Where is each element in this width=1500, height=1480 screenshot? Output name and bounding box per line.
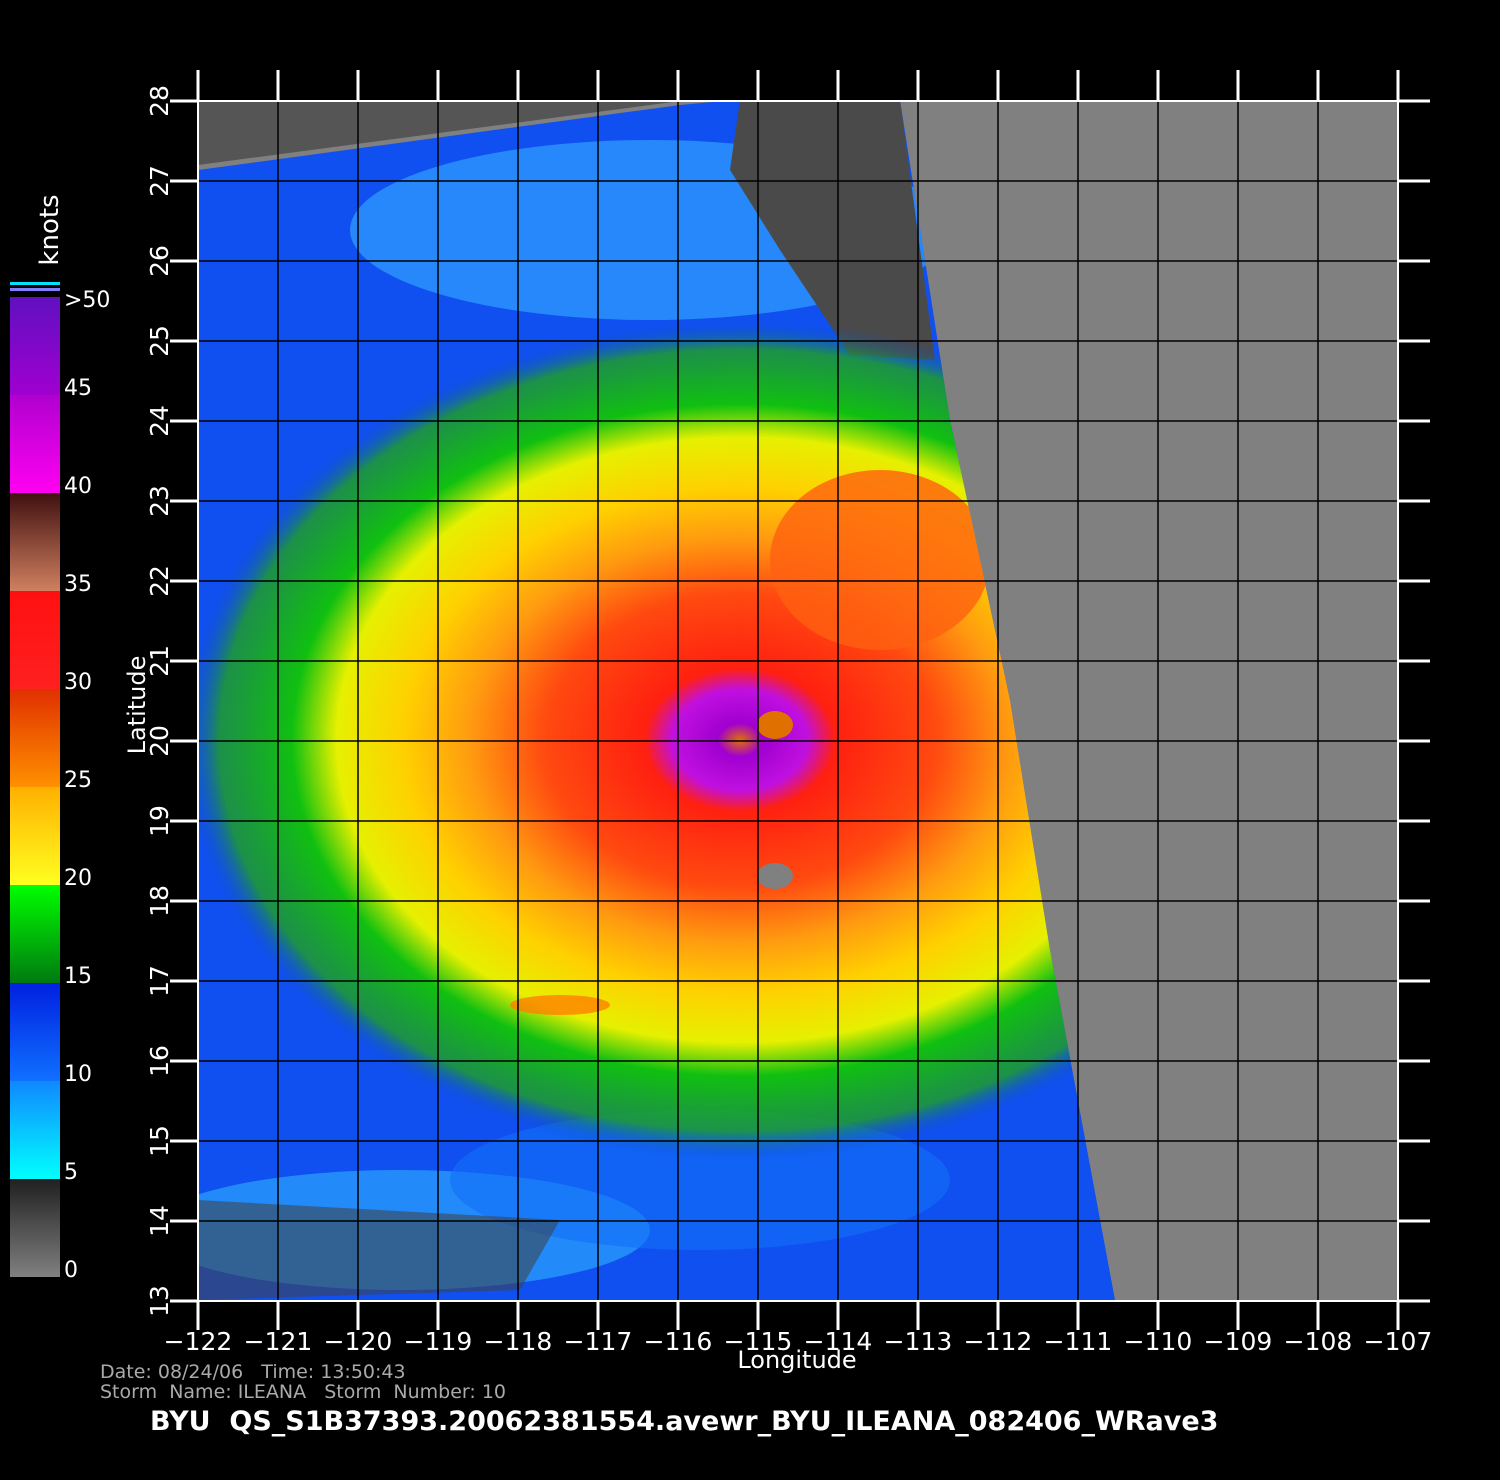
storm-line: Storm Name: ILEANA Storm Number: 10 xyxy=(100,1381,506,1403)
x-tick-label: −115 xyxy=(724,1327,793,1356)
x-tick-label: −107 xyxy=(1364,1327,1433,1356)
no-data xyxy=(198,101,680,165)
x-tick-label: −111 xyxy=(1044,1327,1113,1356)
x-tick-label: −113 xyxy=(884,1327,953,1356)
x-tick-label: −110 xyxy=(1124,1327,1193,1356)
colorbar-cap xyxy=(10,282,60,285)
colorbar: 0 5 10 15 20 25 30 35 40 45 >50 xyxy=(10,282,110,1283)
y-tick-label: 26 xyxy=(145,245,174,277)
colorbar-segment xyxy=(10,395,60,493)
colorbar-label: 20 xyxy=(64,866,92,891)
colorbar-label: 25 xyxy=(64,768,92,793)
colorbar-label: 45 xyxy=(64,376,92,401)
x-tick-label: −108 xyxy=(1284,1327,1353,1356)
x-tick-label: −120 xyxy=(324,1327,393,1356)
y-axis-label: Latitude xyxy=(123,656,151,755)
x-tick-label: −121 xyxy=(244,1327,313,1356)
colorbar-label: 5 xyxy=(64,1160,78,1185)
colorbar-label: 40 xyxy=(64,474,92,499)
colorbar-segment xyxy=(10,1081,60,1179)
x-tick-label: −117 xyxy=(564,1327,633,1356)
colorbar-label: 15 xyxy=(64,964,92,989)
x-axis-label: Longitude xyxy=(737,1346,856,1374)
colorbar-segment xyxy=(10,787,60,885)
colorbar-segment xyxy=(10,983,60,1081)
colorbar-cap xyxy=(10,288,60,291)
x-tick-label: −118 xyxy=(484,1327,553,1356)
y-tick-label: 27 xyxy=(145,165,174,197)
y-tick-label: 22 xyxy=(145,565,174,597)
swath xyxy=(198,100,1115,1300)
plot-frame xyxy=(197,100,1399,1302)
y-tick-label: 20 xyxy=(145,725,174,757)
date-line: Date: 08/24/06 Time: 13:50:43 xyxy=(100,1361,406,1383)
x-tick-label: −122 xyxy=(164,1327,233,1356)
ticks: −122 −121 −120 −119 −118 −117 −116 −115 −114 −113… xyxy=(145,70,1432,1356)
y-tick-label: 24 xyxy=(145,405,174,437)
colorbar-segment xyxy=(10,885,60,983)
colorbar-title: knots xyxy=(35,194,65,265)
colorbar-label: 0 xyxy=(64,1258,78,1283)
colorbar-segment xyxy=(10,689,60,787)
x-tick-label: −109 xyxy=(1204,1327,1273,1356)
colorbar-segment xyxy=(10,591,60,689)
colorbar-segment xyxy=(10,493,60,591)
y-tick-label: 14 xyxy=(145,1205,174,1237)
y-tick-label: 25 xyxy=(145,325,174,357)
x-tick-label: −119 xyxy=(404,1327,473,1356)
y-tick-label: 16 xyxy=(145,1045,174,1077)
colorbar-segment xyxy=(10,297,60,395)
colorbar-label: 10 xyxy=(64,1062,92,1087)
x-tick-label: −116 xyxy=(644,1327,713,1356)
colorbar-label: 35 xyxy=(64,572,92,597)
y-tick-label: 28 xyxy=(145,85,174,117)
y-tick-label: 23 xyxy=(145,485,174,517)
colorbar-segment xyxy=(10,1179,60,1277)
y-tick-label: 18 xyxy=(145,885,174,917)
colorbar-label: 30 xyxy=(64,670,92,695)
product-name: BYU QS_S1B37393.20062381554.avewr_BYU_IL… xyxy=(150,1406,1218,1437)
colorbar-label: >50 xyxy=(64,288,110,313)
y-tick-label: 17 xyxy=(145,965,174,997)
y-tick-label: 21 xyxy=(145,645,174,677)
x-tick-label: −112 xyxy=(964,1327,1033,1356)
y-tick-label: 15 xyxy=(145,1125,174,1157)
x-tick-label: −114 xyxy=(804,1327,873,1356)
y-tick-label: 19 xyxy=(145,805,174,837)
y-tick-label: 13 xyxy=(145,1285,174,1317)
